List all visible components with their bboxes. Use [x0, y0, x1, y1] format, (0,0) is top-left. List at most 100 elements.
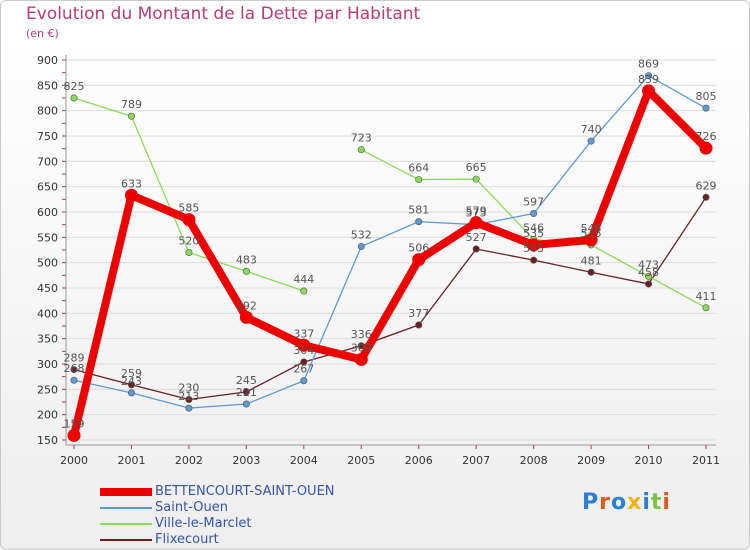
data-point [584, 233, 598, 247]
data-label: 740 [581, 123, 602, 136]
y-tick-label: 400 [37, 307, 58, 320]
data-label: 581 [408, 204, 429, 217]
data-label: 213 [178, 390, 199, 403]
data-label: 789 [121, 98, 142, 111]
data-label: 259 [121, 367, 142, 380]
data-label: 527 [466, 231, 487, 244]
x-tick-label: 2009 [577, 454, 605, 467]
data-label: 532 [351, 228, 372, 241]
data-label: 805 [696, 90, 717, 103]
data-point [587, 268, 595, 276]
data-label: 481 [581, 254, 602, 267]
y-tick-label: 150 [37, 434, 58, 447]
x-tick-label: 2004 [290, 454, 318, 467]
data-label: 230 [178, 381, 199, 394]
data-label: 267 [293, 363, 314, 376]
data-point [357, 242, 365, 250]
proxiti-logo: Proxiti [582, 490, 671, 515]
legend-item-bettencourt: BETTENCOURT-SAINT-OUEN [100, 484, 400, 499]
data-label: 575 [466, 207, 487, 220]
data-label: 483 [236, 253, 257, 266]
y-tick-label: 650 [37, 181, 58, 194]
data-label: 243 [121, 375, 142, 388]
data-point [645, 272, 653, 280]
data-point [530, 210, 538, 218]
data-point [124, 188, 138, 202]
data-point [645, 72, 653, 80]
data-point [530, 256, 538, 264]
x-tick-label: 2011 [692, 454, 720, 467]
data-label: 839 [638, 73, 659, 86]
data-label: 665 [466, 161, 487, 174]
y-tick-label: 250 [37, 383, 58, 396]
data-label: 506 [408, 242, 429, 255]
chart-title: Evolution du Montant de la Dette par Hab… [26, 4, 421, 24]
data-point [702, 104, 710, 112]
logo-letter: i [662, 490, 671, 515]
data-label: 597 [523, 196, 544, 209]
data-label: 159 [64, 417, 85, 430]
data-label: 473 [638, 258, 659, 271]
data-label: 444 [293, 273, 314, 286]
legend-swatch [100, 507, 152, 509]
y-tick-label: 200 [37, 409, 58, 422]
data-label: 221 [236, 386, 257, 399]
data-point [357, 146, 365, 154]
data-label: 268 [64, 362, 85, 375]
y-tick-label: 450 [37, 282, 58, 295]
data-point [354, 352, 368, 366]
legend-label: Ville-le-Marclet [155, 516, 252, 531]
x-tick-label: 2000 [60, 454, 88, 467]
series-line-1 [73, 75, 707, 409]
data-point [469, 216, 483, 230]
data-label: 304 [293, 344, 314, 357]
data-label: 337 [293, 327, 314, 340]
data-point [357, 342, 365, 350]
logo-letter: i [642, 490, 651, 515]
y-tick-label: 850 [37, 79, 58, 92]
data-point [702, 304, 710, 312]
logo-letter: P [582, 490, 600, 515]
x-tick-label: 2010 [635, 454, 663, 467]
y-tick-label: 800 [37, 105, 58, 118]
data-point [415, 176, 423, 184]
data-label: 726 [696, 130, 717, 143]
legend-label: Saint-Ouen [155, 500, 228, 515]
data-point [242, 388, 250, 396]
data-point [415, 218, 423, 226]
data-label: 629 [696, 179, 717, 192]
logo-letter: o [610, 490, 628, 515]
logo-letter: x [627, 490, 643, 515]
data-point [642, 84, 656, 98]
logo-letter: r [599, 490, 611, 515]
data-label: 505 [523, 242, 544, 255]
series-line-0 [70, 86, 710, 440]
legend-item-flixecourt: Flixecourt [100, 532, 400, 547]
data-point [127, 389, 135, 397]
data-point [415, 321, 423, 329]
data-label: 289 [64, 352, 85, 365]
data-label: 664 [408, 162, 429, 175]
data-point [300, 358, 308, 366]
data-label: 377 [408, 307, 429, 320]
data-point [70, 376, 78, 384]
data-label: 245 [236, 374, 257, 387]
data-point [239, 310, 253, 324]
data-point [587, 137, 595, 145]
data-point [412, 253, 426, 267]
x-tick-label: 2002 [175, 454, 203, 467]
legend-label: Flixecourt [155, 532, 219, 547]
data-label: 309 [351, 341, 372, 354]
x-tick-label: 2005 [347, 454, 375, 467]
y-tick-label: 600 [37, 206, 58, 219]
data-label: 411 [696, 290, 717, 303]
x-tick-label: 2003 [232, 454, 260, 467]
x-tick-label: 2008 [520, 454, 548, 467]
data-label: 545 [581, 222, 602, 235]
data-label: 336 [351, 328, 372, 341]
data-point [242, 400, 250, 408]
data-point [67, 428, 81, 442]
data-label: 825 [64, 80, 85, 93]
